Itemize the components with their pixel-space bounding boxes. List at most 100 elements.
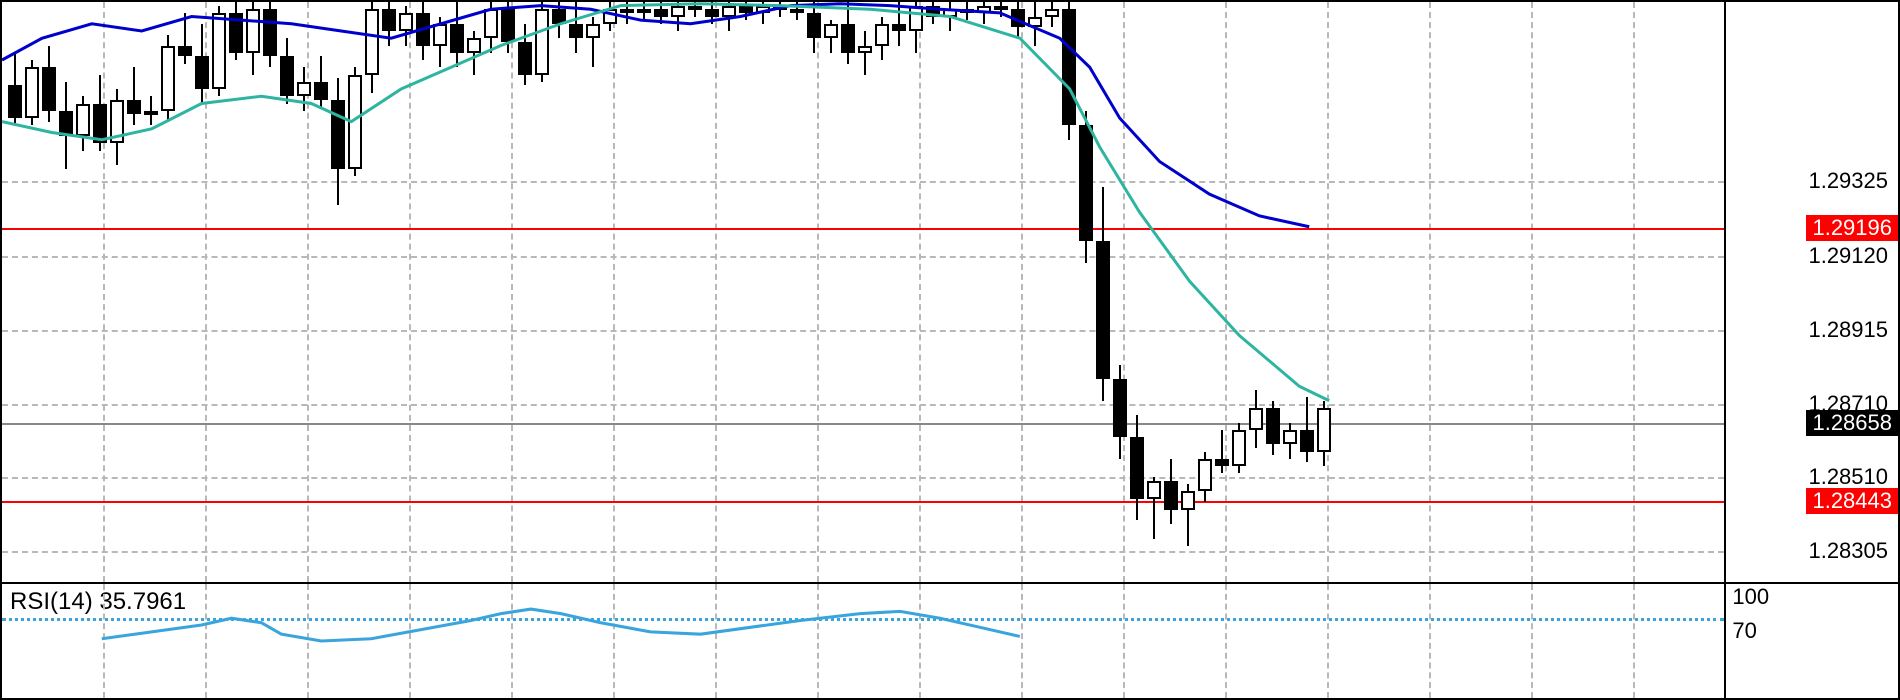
candle[interactable] [535,2,549,582]
candle[interactable] [926,2,940,582]
candle[interactable] [42,2,56,582]
candle[interactable] [892,2,906,582]
price-panel[interactable]: 1.293251.291201.289151.287101.285101.283… [0,0,1900,584]
candle[interactable] [1232,2,1246,582]
candle[interactable] [620,2,634,582]
candle[interactable] [348,2,362,582]
candle[interactable] [705,2,719,582]
candle[interactable] [331,2,345,582]
candle[interactable] [501,2,515,582]
candle[interactable] [1283,2,1297,582]
candle[interactable] [1045,2,1059,582]
candle[interactable] [1198,2,1212,582]
candle[interactable] [552,2,566,582]
candle[interactable] [1300,2,1314,582]
candle[interactable] [569,2,583,582]
candle[interactable] [1011,2,1025,582]
candle[interactable] [909,2,923,582]
candle[interactable] [263,2,277,582]
y-axis-tick: 1.28305 [1808,538,1888,564]
candle[interactable] [484,2,498,582]
candle[interactable] [416,2,430,582]
candle[interactable] [671,2,685,582]
candle[interactable] [824,2,838,582]
price-chart-area[interactable] [2,2,1724,582]
candle[interactable] [314,2,328,582]
candle[interactable] [1317,2,1331,582]
candle[interactable] [722,2,736,582]
candle[interactable] [943,2,957,582]
candle[interactable] [994,2,1008,582]
candle[interactable] [1147,2,1161,582]
candle[interactable] [280,2,294,582]
candle[interactable] [858,2,872,582]
candle[interactable] [382,2,396,582]
candle[interactable] [195,2,209,582]
candle[interactable] [960,2,974,582]
candle[interactable] [59,2,73,582]
grid-vertical [1123,584,1125,698]
candle[interactable] [161,2,175,582]
candle[interactable] [773,2,787,582]
candle[interactable] [229,2,243,582]
price-tag: 1.28443 [1806,488,1898,514]
candle[interactable] [1266,2,1280,582]
rsi-label: RSI(14) 35.7961 [10,588,186,616]
candle[interactable] [603,2,617,582]
candle[interactable] [637,2,651,582]
candle[interactable] [654,2,668,582]
candle[interactable] [144,2,158,582]
y-axis-tick: 1.28510 [1808,464,1888,490]
candle[interactable] [1164,2,1178,582]
candle[interactable] [586,2,600,582]
candle[interactable] [807,2,821,582]
candle[interactable] [1181,2,1195,582]
chart-container: 1.293251.291201.289151.287101.285101.283… [0,0,1900,700]
candle[interactable] [841,2,855,582]
candle[interactable] [739,2,753,582]
grid-vertical [1225,584,1227,698]
candle[interactable] [212,2,226,582]
candle[interactable] [450,2,464,582]
candle[interactable] [365,2,379,582]
candle[interactable] [875,2,889,582]
candle[interactable] [1113,2,1127,582]
grid-vertical [1021,584,1023,698]
grid-vertical [1429,2,1431,582]
candle[interactable] [756,2,770,582]
candle[interactable] [1096,2,1110,582]
candle[interactable] [110,2,124,582]
grid-vertical [1633,584,1635,698]
candle[interactable] [297,2,311,582]
candle[interactable] [399,2,413,582]
grid-vertical [1633,2,1635,582]
candle[interactable] [467,2,481,582]
candle[interactable] [127,2,141,582]
candle[interactable] [1130,2,1144,582]
candle[interactable] [25,2,39,582]
grid-vertical [1531,584,1533,698]
candle[interactable] [1062,2,1076,582]
y-axis-tick: 1.28915 [1808,317,1888,343]
candle[interactable] [1028,2,1042,582]
candle[interactable] [246,2,260,582]
candle[interactable] [433,2,447,582]
candle[interactable] [518,2,532,582]
candle[interactable] [1215,2,1229,582]
grid-vertical [511,584,513,698]
candle[interactable] [8,2,22,582]
candle[interactable] [790,2,804,582]
candle[interactable] [688,2,702,582]
candle[interactable] [1249,2,1263,582]
candle[interactable] [76,2,90,582]
candle[interactable] [1079,2,1093,582]
rsi-chart-area[interactable]: RSI(14) 35.7961 [2,584,1724,698]
candle[interactable] [93,2,107,582]
grid-vertical [103,584,105,698]
rsi-line [102,609,1020,641]
rsi-y-axis: 10070 [1724,584,1898,698]
candle[interactable] [977,2,991,582]
price-tag: 1.28658 [1806,410,1898,436]
candle[interactable] [178,2,192,582]
rsi-panel[interactable]: RSI(14) 35.7961 10070 [0,584,1900,700]
